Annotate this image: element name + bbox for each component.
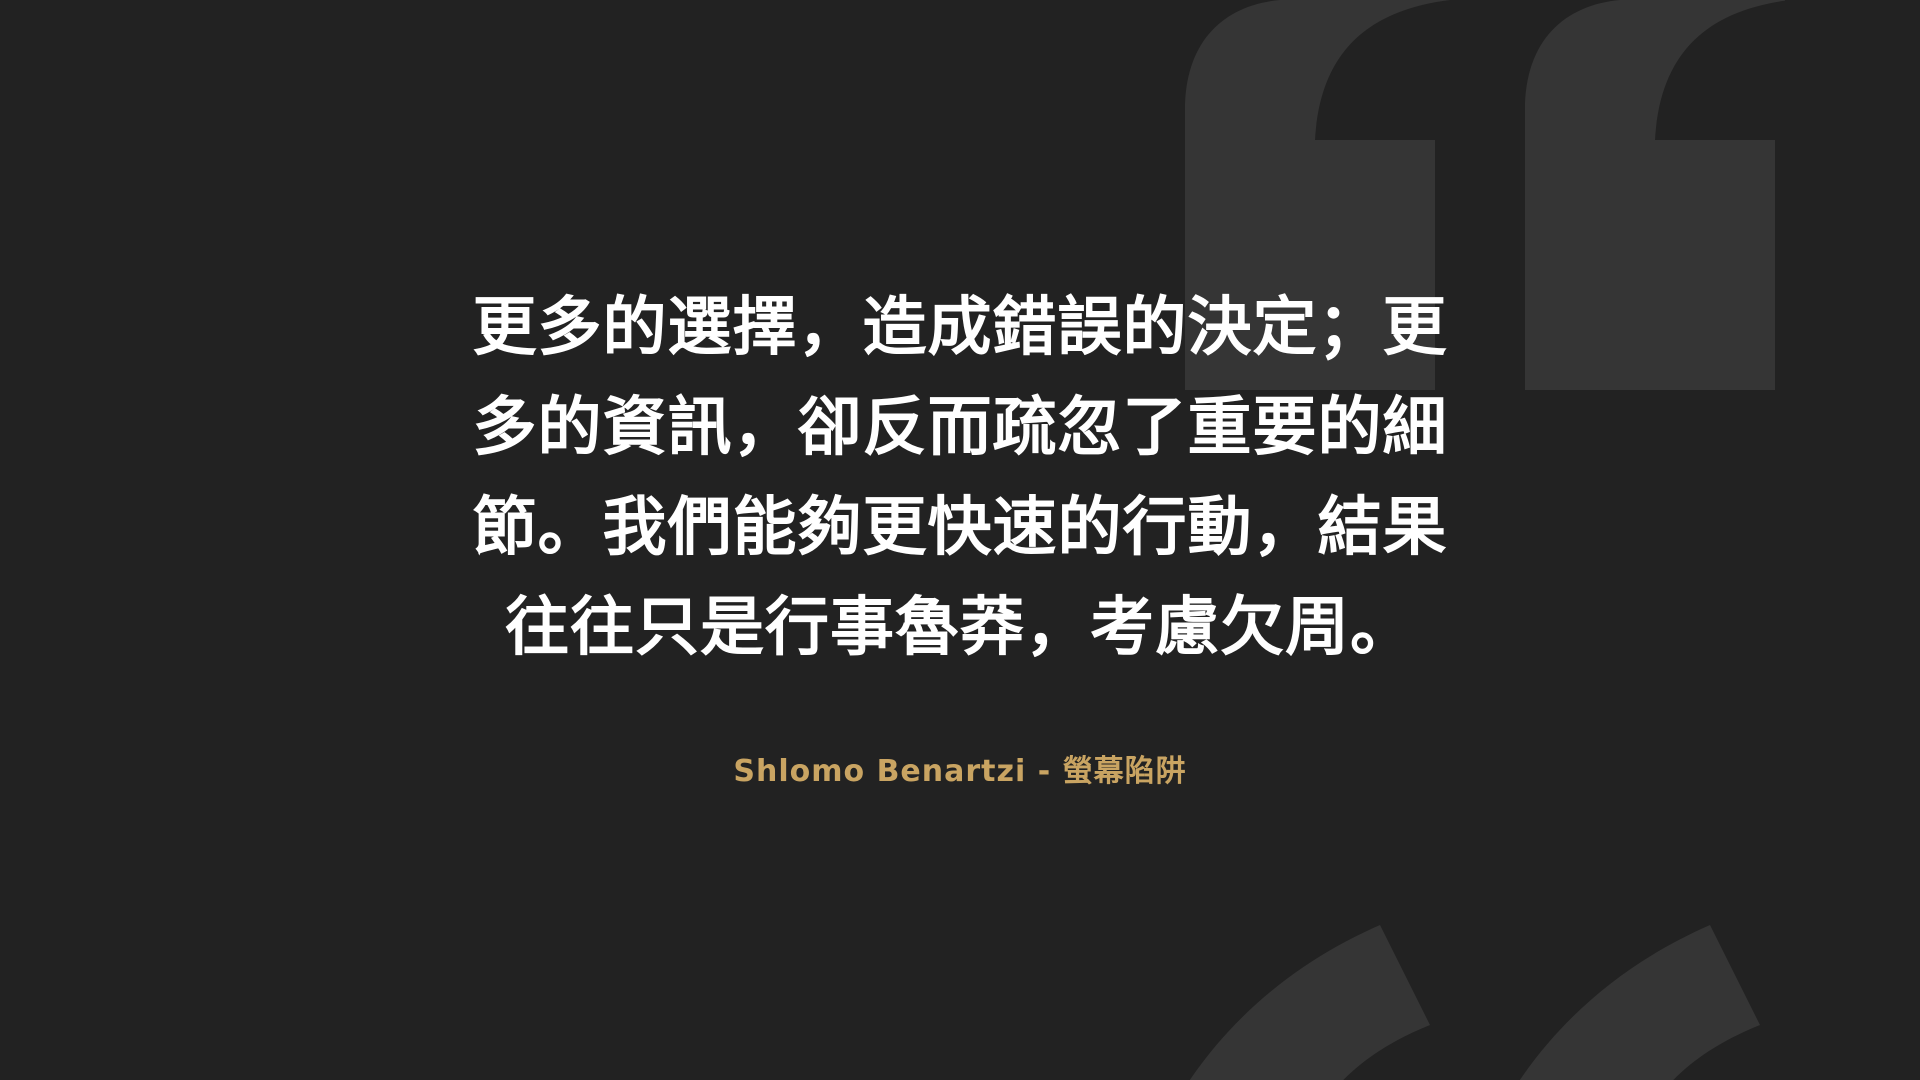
quote-text: 更多的選擇，造成錯誤的決定；更多的資訊，卻反而疏忽了重要的細節。我們能夠更快速的… — [472, 291, 1448, 665]
quote-attribution: Shlomo Benartzi - 螢幕陷阱 — [733, 754, 1187, 789]
open-quote-icon — [1189, 925, 1760, 1080]
